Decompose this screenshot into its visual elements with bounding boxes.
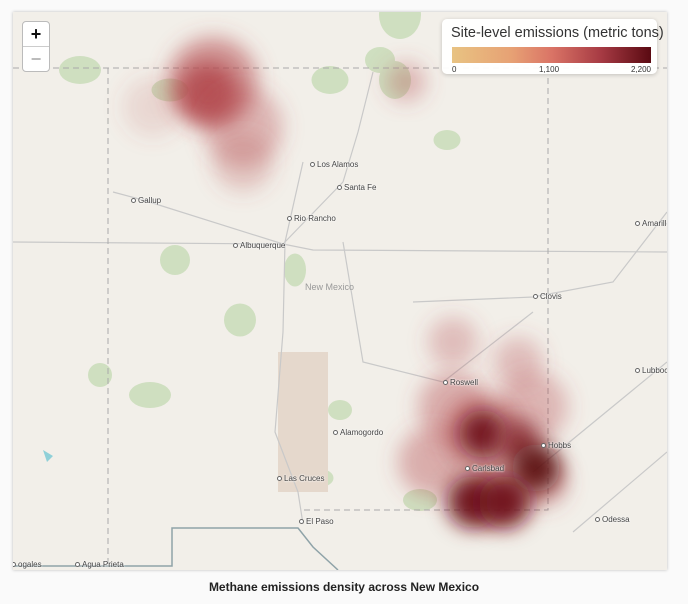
city-dot-icon (131, 198, 136, 204)
road (13, 241, 667, 253)
city-name: Clovis (540, 292, 562, 301)
city-label: Gallup (131, 196, 161, 205)
city-name: Hobbs (548, 441, 572, 450)
heat-blob (386, 62, 426, 102)
road (342, 71, 374, 183)
heat-blob (123, 77, 183, 137)
city-label: Los Alamos (310, 160, 358, 169)
city-dot-icon (635, 221, 640, 227)
city-dot-icon (277, 476, 282, 482)
city-name: Agua Prieta (82, 560, 124, 569)
road (442, 311, 534, 383)
city-label: Santa Fe (337, 183, 376, 192)
city-dot-icon (443, 380, 448, 386)
city-dot-icon (337, 185, 342, 191)
park-area (284, 253, 306, 287)
park-area (59, 56, 101, 84)
map-caption: Methane emissions density across New Mex… (208, 580, 480, 594)
city-label: Amarillo (635, 219, 667, 228)
city-dot-icon (541, 443, 546, 449)
international-border (13, 527, 339, 570)
city-name: Amarillo (642, 219, 667, 228)
city-name: Gallup (138, 196, 162, 205)
city-dot-icon (595, 517, 600, 523)
city-name: Carlsbad (472, 464, 505, 473)
park-area (433, 130, 461, 150)
city-dot-icon (533, 294, 538, 300)
city-name: Lubbock (642, 366, 667, 375)
zoom-out-button[interactable]: − (30, 49, 42, 69)
city-label: Agua Prieta (75, 560, 124, 569)
park-area (88, 363, 112, 387)
city-label: Rio Rancho (287, 214, 336, 223)
city-name: El Paso (306, 517, 334, 526)
park-area (328, 400, 352, 420)
city-dot-icon (310, 162, 315, 168)
heat-blob (213, 132, 273, 192)
city-label: Alamogordo (333, 428, 383, 437)
zoom-control: + − (22, 21, 50, 72)
road (274, 161, 304, 525)
city-dot-icon (299, 519, 304, 525)
heat-hotspot (479, 476, 531, 528)
park-area (311, 66, 349, 94)
city-name: ogales (18, 560, 42, 569)
city-dot-icon (635, 368, 640, 374)
city-name: Odessa (602, 515, 630, 524)
city-label: Roswell (443, 378, 478, 387)
city-label: Odessa (595, 515, 630, 524)
lake (43, 450, 53, 462)
heatmap-layer (123, 37, 568, 528)
legend-color-bar (452, 47, 651, 63)
heat-hotspot (512, 444, 560, 492)
park-area (160, 245, 190, 275)
city-name: Las Cruces (284, 474, 325, 483)
heat-blob (428, 317, 478, 367)
zoom-in-button[interactable]: + (23, 22, 49, 47)
city-label: El Paso (299, 517, 334, 526)
state-label: New Mexico (305, 282, 355, 292)
map[interactable]: Los Alamos Santa Fe Gallup Rio Rancho Albuqu… (13, 12, 667, 570)
legend: Site-level emissions (metric tons) 0 1,1… (442, 19, 664, 74)
legend-tick: 1,100 (539, 65, 560, 74)
road (532, 361, 667, 473)
city-dot-icon (287, 216, 292, 222)
park-area (129, 382, 171, 408)
city-name: Rio Rancho (294, 214, 336, 223)
city-name: Albuquerque (240, 241, 286, 250)
city-dot-icon (75, 562, 80, 568)
legend-title: Site-level emissions (metric tons) (451, 25, 664, 41)
city-name: Santa Fe (344, 183, 377, 192)
state-border (300, 68, 549, 511)
city-label: Las Cruces (277, 474, 324, 483)
city-label: Hobbs (541, 441, 571, 450)
legend-tick: 2,200 (630, 65, 651, 74)
road (412, 211, 667, 303)
city-dot-icon (333, 430, 338, 436)
city-label: Carlsbad (465, 464, 504, 473)
road (342, 241, 444, 383)
road (112, 191, 284, 245)
road (282, 181, 344, 245)
city-name: Los Alamos (317, 160, 359, 169)
city-dot-icon (13, 562, 16, 568)
park-area (365, 47, 395, 73)
city-dot-icon (233, 243, 238, 249)
city-label: Clovis (533, 292, 562, 301)
heat-hotspot (459, 410, 507, 458)
city-label: Albuquerque (233, 241, 285, 250)
city-name: Roswell (450, 378, 479, 387)
road (572, 451, 667, 533)
legend-tick: 0 (452, 65, 457, 74)
city-label: Lubbock (635, 366, 667, 375)
park-area (224, 303, 256, 337)
city-dot-icon (465, 466, 470, 472)
city-name: Alamogordo (340, 428, 384, 437)
restricted-area (278, 352, 328, 492)
park-area (379, 12, 421, 39)
city-label: ogales (13, 560, 42, 569)
